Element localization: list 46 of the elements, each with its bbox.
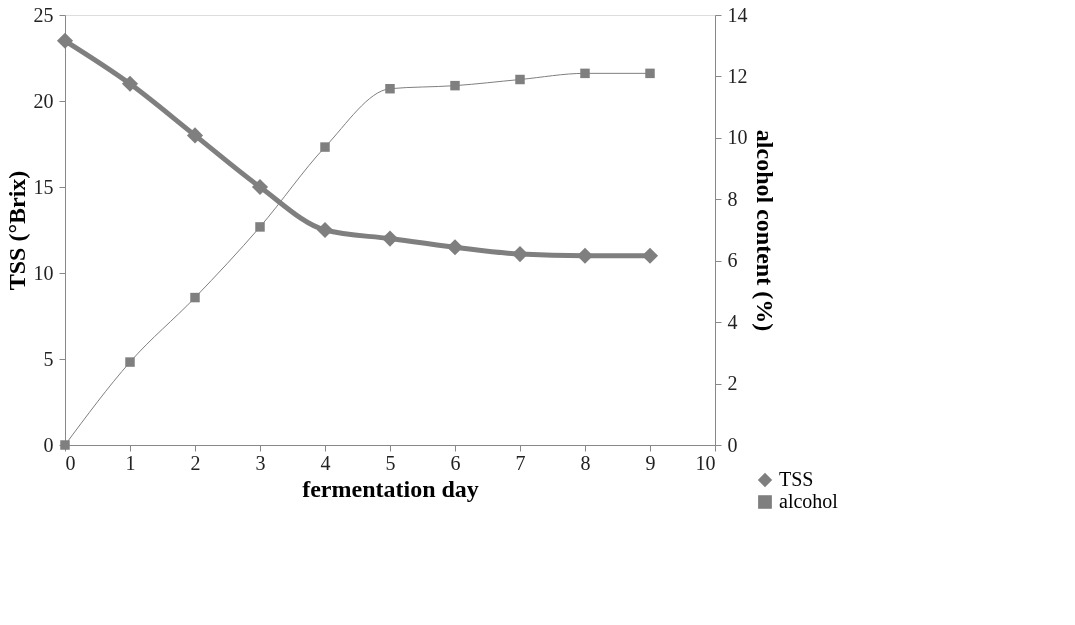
x-tick-label: 2: [190, 451, 201, 474]
x-tick-label: 9: [645, 451, 656, 474]
y-tick-label: 20: [33, 89, 54, 112]
x-tick-label: 1: [125, 451, 136, 474]
point: [316, 221, 334, 239]
y2-tick-label: 14: [727, 3, 748, 26]
x-axis-title: fermentation day: [302, 475, 479, 502]
point: [515, 74, 525, 85]
y2-tick-label: 2: [727, 372, 738, 395]
point: [580, 68, 590, 79]
y2-tick-label: 10: [727, 126, 748, 149]
y-tick-label: 10: [33, 261, 54, 284]
point: [56, 32, 74, 49]
point: [255, 222, 265, 232]
point: [381, 230, 399, 247]
x-tick-label: 3: [255, 451, 266, 474]
legend-label: alcohol: [779, 490, 839, 512]
x-tick-label: 8: [580, 451, 591, 474]
point: [450, 80, 460, 91]
y2-tick-label: 4: [727, 310, 738, 333]
x-tick-label: 0: [65, 451, 76, 474]
y2-axis-title: alcohol content (%): [751, 129, 778, 332]
y-tick-label: 0: [43, 433, 54, 456]
x-tick-label: 4: [320, 451, 331, 474]
y2-tick-label: 6: [727, 249, 738, 272]
y2-tick-label: 0: [727, 433, 738, 456]
point: [446, 239, 464, 256]
point: [121, 75, 139, 92]
point: [320, 142, 330, 152]
y-tick-label: 25: [33, 3, 54, 26]
point: [251, 178, 269, 196]
point: [645, 68, 655, 79]
y-axis-title: TSS (°Brix): [3, 170, 30, 291]
y2-tick-label: 12: [727, 64, 748, 87]
y-tick-label: 15: [33, 175, 54, 198]
x-tick-label: 6: [450, 451, 461, 474]
x-tick-label: 10: [695, 451, 716, 474]
y2-tick-label: 8: [727, 187, 738, 210]
y-tick-label: 5: [43, 347, 54, 370]
x-tick-label: 5: [385, 451, 396, 474]
point: [385, 83, 395, 94]
point: [125, 357, 135, 367]
x-tick-label: 7: [515, 451, 526, 474]
point: [186, 127, 204, 144]
legend-label: TSS: [779, 468, 814, 490]
point: [190, 292, 200, 303]
